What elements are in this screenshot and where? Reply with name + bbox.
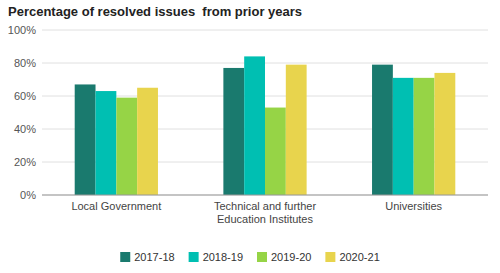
x-tick-label: Technical and furtherEducation Institute…: [214, 200, 316, 225]
bar: [223, 68, 244, 195]
bar: [96, 91, 117, 195]
y-tick-label: 60%: [14, 90, 36, 102]
bar: [116, 98, 137, 195]
bar: [75, 84, 96, 195]
legend-swatch: [325, 252, 335, 262]
y-tick-label: 20%: [14, 156, 36, 168]
legend-label: 2018-19: [203, 251, 243, 263]
legend-item: 2017-18: [120, 251, 174, 263]
x-tick-label-line: Education Institutes: [217, 213, 314, 225]
y-tick-label: 100%: [8, 24, 36, 36]
x-tick-label: Local Government: [71, 200, 161, 212]
chart-container: Percentage of resolved issues from prior…: [0, 0, 500, 273]
bar: [414, 78, 435, 195]
x-tick-label-line: Local Government: [71, 200, 161, 212]
chart-svg: Percentage of resolved issues from prior…: [0, 0, 500, 273]
grid-line: [42, 30, 488, 31]
bar: [372, 65, 393, 195]
legend-label: 2019-20: [271, 251, 311, 263]
y-tick-label: 0%: [20, 189, 36, 201]
chart-title: Percentage of resolved issues from prior…: [8, 4, 302, 19]
legend: 2017-18 2018-19 2019-20 2020-21: [120, 251, 380, 263]
legend-item: 2018-19: [189, 251, 243, 263]
legend-swatch: [189, 252, 199, 262]
legend-item: 2020-21: [325, 251, 379, 263]
legend-item: 2019-20: [257, 251, 311, 263]
x-tick-label: Universities: [385, 200, 442, 212]
x-tick-label-line: Universities: [385, 200, 442, 212]
grid-line: [42, 195, 488, 196]
legend-label: 2017-18: [134, 251, 174, 263]
bars: [75, 56, 456, 195]
bar: [286, 65, 307, 195]
y-tick-label: 80%: [14, 57, 36, 69]
x-axis-line: [42, 195, 488, 196]
y-tick-label: 40%: [14, 123, 36, 135]
bar: [434, 73, 455, 195]
grid: [42, 30, 488, 195]
legend-swatch: [257, 252, 267, 262]
legend-label: 2020-21: [339, 251, 379, 263]
bar: [393, 78, 414, 195]
bar: [137, 88, 158, 195]
x-tick-label-line: Technical and further: [214, 200, 316, 212]
bar: [244, 56, 265, 195]
legend-swatch: [120, 252, 130, 262]
bar: [265, 108, 286, 195]
